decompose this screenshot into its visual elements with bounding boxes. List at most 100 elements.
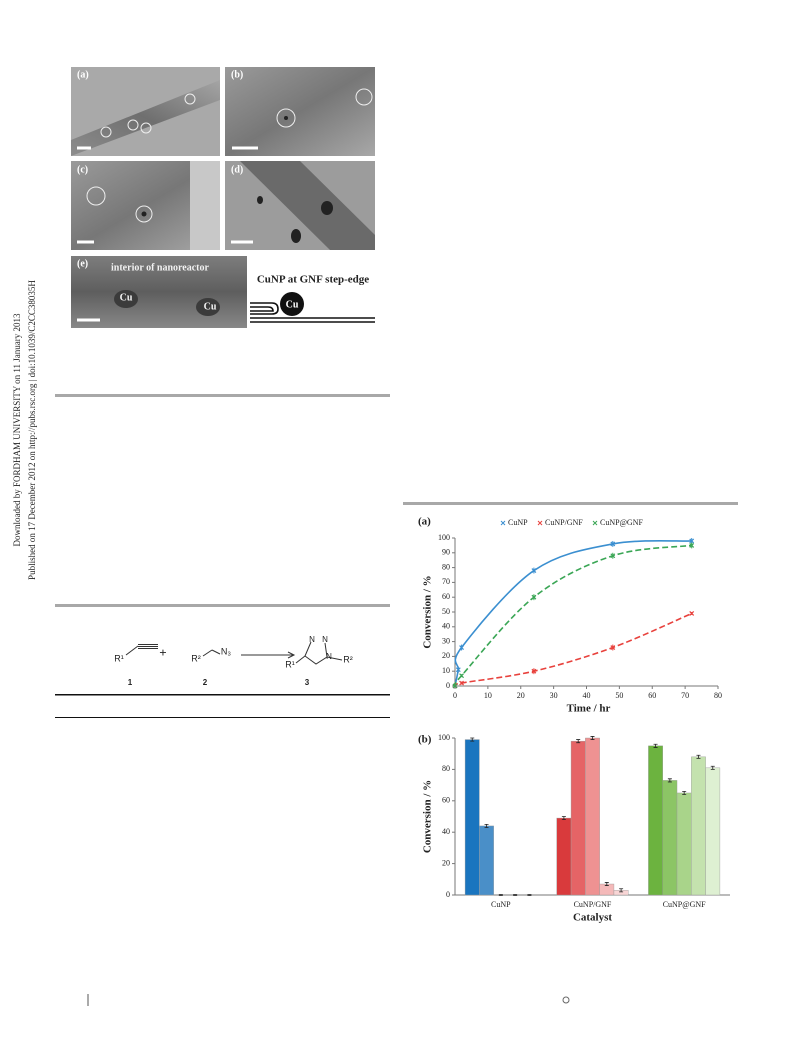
y-axis-label: Conversion / % (422, 575, 434, 648)
y-tick-label: 60 (442, 592, 450, 601)
x-tick-label: 40 (583, 691, 591, 700)
panel-label: (a) (418, 516, 431, 528)
error-bar (498, 894, 503, 896)
data-point (459, 680, 464, 686)
x-tick-label: 50 (615, 691, 623, 700)
x-tick-label: CuNP@GNF (663, 900, 706, 909)
x-tick-label: CuNP/GNF (574, 900, 612, 909)
data-point (610, 553, 616, 559)
panel-label: (b) (418, 734, 432, 746)
y-tick-label: 50 (442, 607, 450, 616)
error-bar (513, 894, 518, 896)
x-tick-label: 70 (681, 691, 689, 700)
error-bar (484, 823, 489, 828)
y-tick-label: 70 (442, 577, 450, 586)
data-point (689, 538, 695, 544)
data-point (531, 668, 537, 674)
scheme-n3: N₃ (221, 646, 231, 656)
step-edge-diagram (250, 302, 375, 323)
y-tick-label: 100 (438, 733, 450, 742)
y-tick-label: 10 (442, 666, 450, 675)
data-point (459, 673, 464, 679)
ring-atom: N (322, 635, 328, 644)
panel-label: (d) (231, 164, 243, 175)
panel-label: (c) (77, 164, 88, 175)
error-bar (696, 754, 701, 759)
y-tick-label: 0 (446, 681, 450, 690)
compound-label: 3 (305, 678, 310, 687)
bar (691, 756, 706, 896)
scheme-r1: R¹ (285, 659, 295, 669)
y-tick-label: 60 (442, 796, 450, 805)
footer-circle (562, 996, 570, 1004)
bar (556, 817, 572, 896)
data-point (455, 667, 461, 673)
tem-panel (71, 256, 247, 328)
bar (648, 745, 663, 896)
legend-marker (592, 520, 598, 526)
panel-label: (b) (231, 69, 243, 80)
legend-label: CuNP@GNF (600, 518, 643, 527)
data-point (610, 645, 616, 650)
tem-nanofiber (240, 161, 375, 250)
scheme-bonds (125, 641, 343, 665)
y-tick-label: 0 (446, 890, 450, 899)
data-point (531, 568, 537, 573)
y-tick-label: 100 (438, 533, 450, 542)
x-tick-label: 10 (484, 691, 492, 700)
scheme-plus: + (159, 645, 166, 660)
data-point (610, 541, 616, 547)
error-bar (561, 816, 566, 821)
bar (705, 767, 721, 896)
table-rule (55, 694, 390, 696)
bar (464, 739, 480, 896)
bar (479, 825, 494, 896)
cu-label: Cu (204, 301, 217, 312)
bar (585, 737, 600, 896)
legend-marker (537, 520, 543, 526)
error-bar (619, 888, 624, 893)
error-bar (653, 743, 658, 748)
sidebar-downloaded: Downloaded by FORDHAM UNIVERSITY on 11 J… (12, 313, 22, 547)
error-bar (590, 736, 595, 740)
y-tick-label: 90 (442, 548, 450, 557)
interior-label: interior of nanoreactor (111, 262, 210, 273)
y-tick-label: 80 (442, 562, 450, 571)
step-edge-label: CuNP at GNF step-edge (257, 274, 369, 286)
series-line (452, 612, 693, 687)
series-line (452, 544, 692, 687)
data-point (689, 611, 695, 616)
y-tick-label: 20 (442, 858, 450, 867)
error-bar (710, 765, 715, 770)
x-tick-label: 30 (550, 691, 558, 700)
tem-background (190, 161, 220, 250)
x-axis-label: Catalyst (573, 912, 612, 924)
panel-label: (a) (77, 69, 89, 80)
error-bar (470, 737, 475, 742)
cu-particle (280, 292, 304, 316)
y-tick-label: 80 (442, 764, 450, 773)
data-point (452, 683, 458, 689)
compound-label: 1 (128, 678, 133, 687)
section-rule (55, 604, 390, 607)
panel-labels: (a) (b) (c) (d) (e) (77, 69, 243, 269)
chart-a: (a) 0 10 20 30 40 50 60 70 80 90 100 0 10 20 30 40 50 60 70… (418, 516, 722, 715)
scheme-r2: R² (343, 654, 353, 664)
error-bar (527, 894, 532, 896)
tem-particles (114, 116, 333, 316)
x-axis-label: Time / hr (567, 703, 611, 715)
y-axis-label: Conversion / % (422, 780, 434, 853)
error-bar (576, 739, 581, 744)
bar (662, 780, 678, 896)
x-tick-label: 20 (517, 691, 525, 700)
bar (570, 740, 586, 896)
series-line (454, 539, 692, 687)
bar (676, 792, 692, 896)
y-tick-label: 40 (442, 827, 450, 836)
y-tick-label: 40 (442, 622, 450, 631)
table-rule (55, 717, 390, 718)
legend-label: CuNP (508, 518, 528, 527)
section-rule (403, 502, 738, 505)
tem-figure: (a) (b)(c) (d)(e) interior of nanoreactor … (71, 67, 375, 328)
